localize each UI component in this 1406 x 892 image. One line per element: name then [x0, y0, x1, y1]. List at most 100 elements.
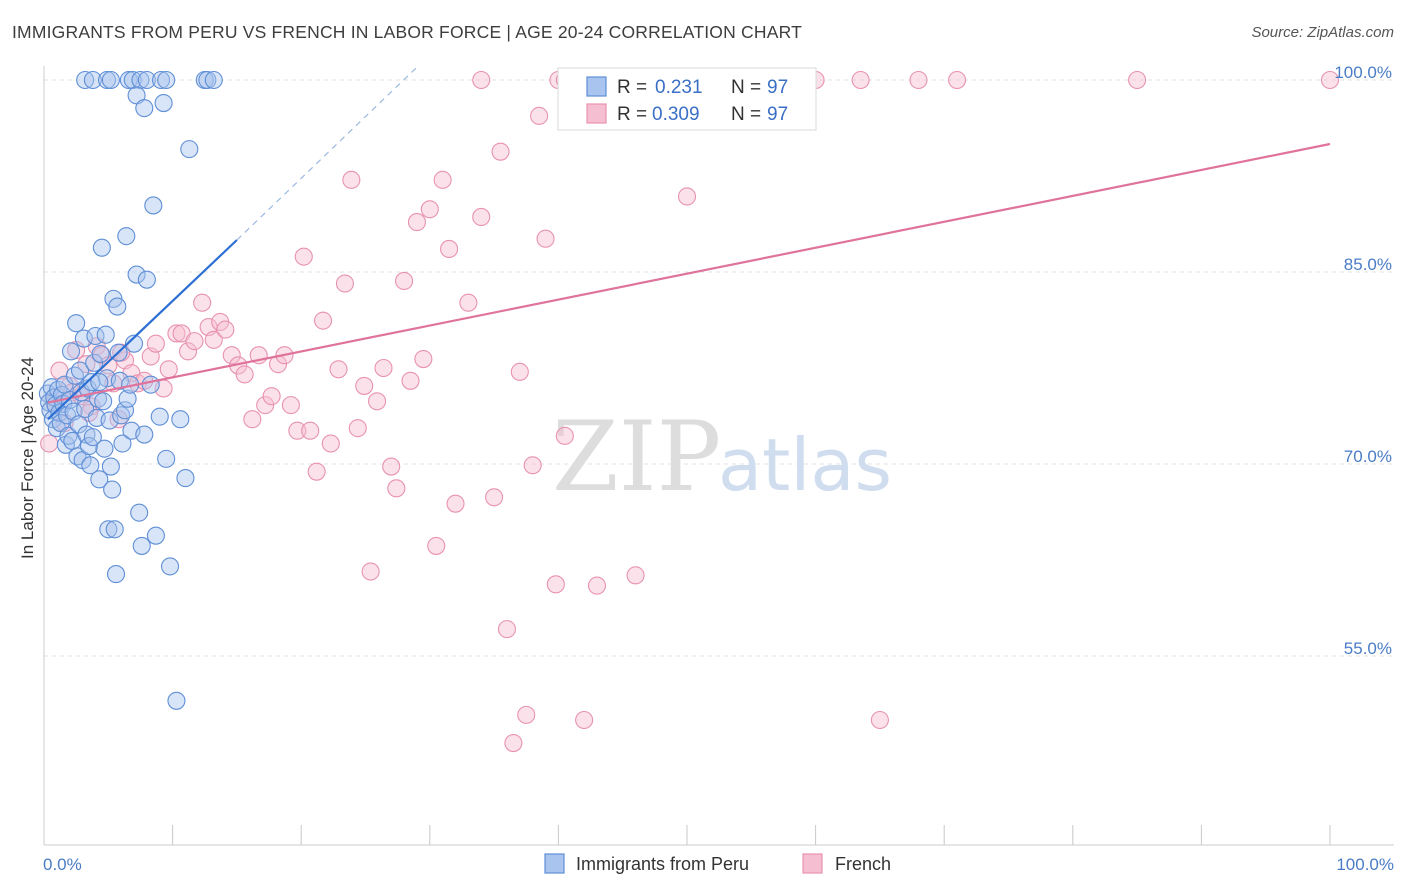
- watermark-zip: ZIP: [552, 401, 721, 513]
- french-point-75: [536, 229, 555, 248]
- peru-point-90: [198, 70, 217, 90]
- french-point-76: [546, 575, 565, 594]
- peru-point-64: [127, 265, 146, 284]
- french-point-77: [555, 426, 574, 445]
- french-point-34: [243, 410, 262, 429]
- french-point-28: [204, 330, 223, 349]
- peru-point-22: [67, 314, 86, 333]
- peru-point-82: [101, 70, 120, 90]
- peru-point-47: [99, 520, 118, 539]
- legend: R = 0.231 N = 97 R = 0.309 N = 97: [557, 67, 817, 131]
- peru-point-95: [117, 227, 136, 246]
- french-point-65: [446, 494, 465, 513]
- y-tick-label-55: 55.0%: [1344, 639, 1392, 658]
- peru-point-52: [105, 520, 124, 539]
- peru-point-42: [92, 238, 111, 257]
- legend-n-value-1: 97: [767, 104, 788, 125]
- french-point-43: [301, 421, 320, 440]
- french-point-19: [146, 334, 165, 353]
- peru-point-44: [95, 439, 114, 458]
- peru-point-24: [69, 415, 88, 434]
- french-point-44: [307, 462, 326, 481]
- peru-point-74: [160, 557, 180, 576]
- french-point-50: [348, 419, 367, 438]
- french-point-72: [517, 705, 536, 724]
- peru-point-56: [110, 371, 129, 390]
- bottom-legend-swatch-pink: [802, 853, 823, 874]
- french-point-7: [77, 355, 96, 374]
- peru-point-45: [96, 325, 115, 344]
- french-point-60: [414, 349, 433, 369]
- bottom-legend-label-french: French: [835, 854, 891, 874]
- peru-point-76: [171, 410, 190, 429]
- chart-source: Source: ZipAtlas.com: [1251, 24, 1394, 41]
- peru-point-71: [146, 526, 165, 545]
- french-point-91: [948, 70, 967, 90]
- french-point-48: [335, 274, 354, 293]
- trendline-peru: [47, 239, 238, 420]
- peru-point-75: [167, 691, 186, 710]
- french-point-79: [587, 576, 607, 595]
- peru-point-73: [157, 449, 176, 468]
- peru-point-67: [135, 425, 154, 444]
- peru-point-36: [85, 353, 104, 372]
- peru-point-69: [141, 375, 160, 394]
- peru-point-49: [101, 457, 120, 476]
- french-point-66: [459, 293, 478, 312]
- peru-point-87: [151, 70, 171, 90]
- peru-point-54: [108, 297, 127, 316]
- french-point-55: [382, 457, 401, 476]
- x-tick-label-100: 100.0%: [1336, 855, 1394, 874]
- french-point-53: [368, 392, 387, 411]
- peru-point-79: [76, 70, 95, 90]
- french-point-80: [626, 566, 645, 585]
- trendlines: [47, 66, 1331, 420]
- french-point-82: [504, 733, 523, 753]
- french-point-49: [342, 170, 361, 189]
- french-point-57: [395, 271, 414, 291]
- peru-point-41: [91, 344, 110, 363]
- french-point-62: [427, 536, 446, 555]
- legend-r-value-1: 0.309: [652, 104, 700, 125]
- peru-point-32: [79, 437, 99, 456]
- peru-point-88: [157, 70, 176, 90]
- chart-title: IMMIGRANTS FROM PERU VS FRENCH IN LABOR …: [12, 22, 802, 42]
- french-point-51: [355, 376, 374, 395]
- peru-point-33: [81, 456, 100, 475]
- french-point-25: [185, 332, 204, 351]
- french-point-63: [433, 170, 452, 189]
- peru-point-78: [180, 140, 199, 159]
- french-point-46: [321, 434, 340, 453]
- peru-point-21: [65, 366, 84, 385]
- peru-point-59: [115, 401, 135, 420]
- french-point-47: [329, 360, 348, 379]
- legend-r-value-0: 0.231: [655, 77, 703, 98]
- french-point-24: [178, 342, 198, 361]
- peru-point-43: [94, 392, 113, 411]
- french-point-33: [235, 365, 254, 384]
- peru-point-50: [103, 480, 122, 499]
- french-point-40: [281, 396, 300, 415]
- y-tick-label-85: 85.0%: [1344, 255, 1392, 274]
- peru-point-70: [144, 196, 163, 215]
- trendline-peru-extension: [236, 66, 418, 241]
- peru-point-85: [131, 70, 150, 90]
- peru-point-48: [100, 411, 119, 430]
- peru-point-53: [106, 565, 126, 584]
- french-point-64: [440, 239, 459, 259]
- series-immigrants-from-peru: [38, 70, 223, 710]
- french-point-30: [216, 320, 235, 339]
- peru-point-63: [124, 334, 144, 353]
- legend-n-label-0: N =: [731, 77, 761, 98]
- peru-point-65: [130, 503, 149, 522]
- x-ticks: [172, 825, 1331, 845]
- french-point-70: [497, 620, 517, 639]
- french-point-71: [510, 362, 529, 381]
- french-point-69: [491, 142, 510, 161]
- french-point-84: [472, 70, 491, 90]
- french-point-90: [909, 70, 928, 90]
- french-point-83: [870, 710, 889, 730]
- french-point-67: [472, 207, 491, 227]
- french-point-21: [159, 360, 178, 379]
- french-point-22: [167, 324, 186, 343]
